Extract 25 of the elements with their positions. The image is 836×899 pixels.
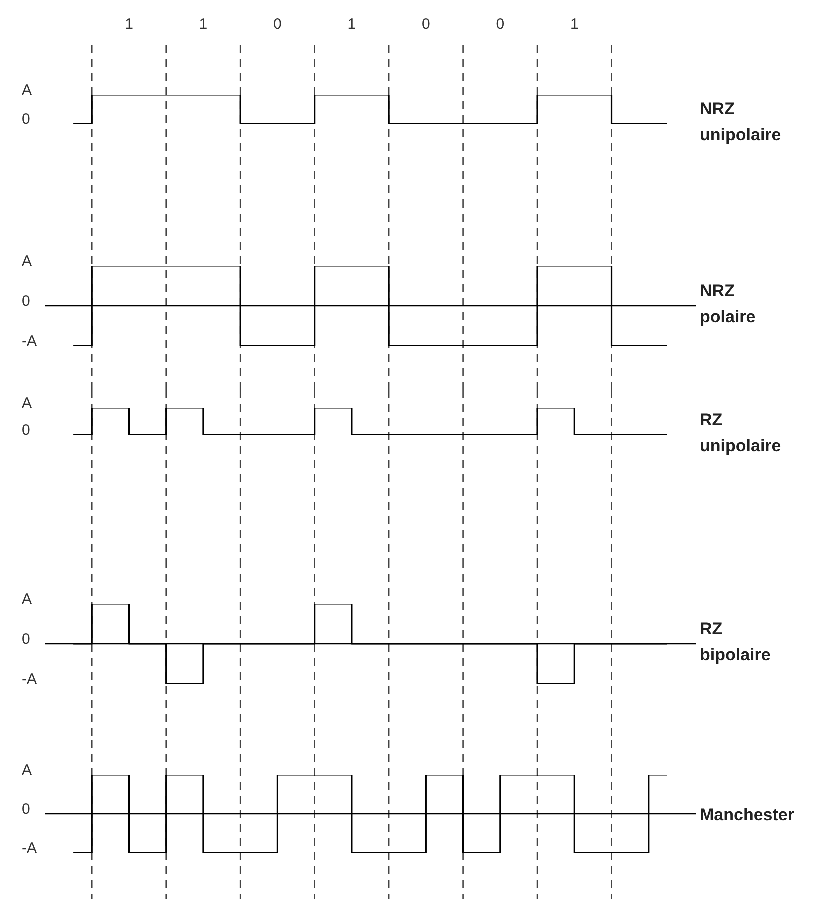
text: NRZ polaire: [700, 282, 756, 327]
text: 0: [22, 293, 30, 310]
text: 0: [22, 631, 30, 648]
text: A: [22, 395, 32, 412]
text: 0: [22, 801, 30, 818]
text: 0: [496, 16, 505, 34]
text: 0: [422, 16, 430, 34]
text: A: [22, 591, 32, 608]
text: -A: [22, 840, 37, 858]
series-label: RZ unipolaire: [700, 410, 782, 456]
text: 1: [125, 16, 134, 34]
text: 0: [22, 111, 30, 128]
text: 1: [348, 16, 356, 34]
text: A: [22, 762, 32, 780]
series-label: NRZ unipolaire: [700, 100, 782, 145]
text: 0: [274, 16, 282, 34]
text: A: [22, 82, 32, 100]
text: A: [22, 253, 32, 270]
text: -A: [22, 333, 37, 350]
series-label: RZ bipolaire: [700, 620, 771, 665]
text: 1: [570, 16, 579, 34]
text: 1: [199, 16, 208, 34]
text: Manchester: [700, 806, 795, 825]
text: 0: [22, 422, 30, 440]
text: -A: [22, 671, 37, 688]
